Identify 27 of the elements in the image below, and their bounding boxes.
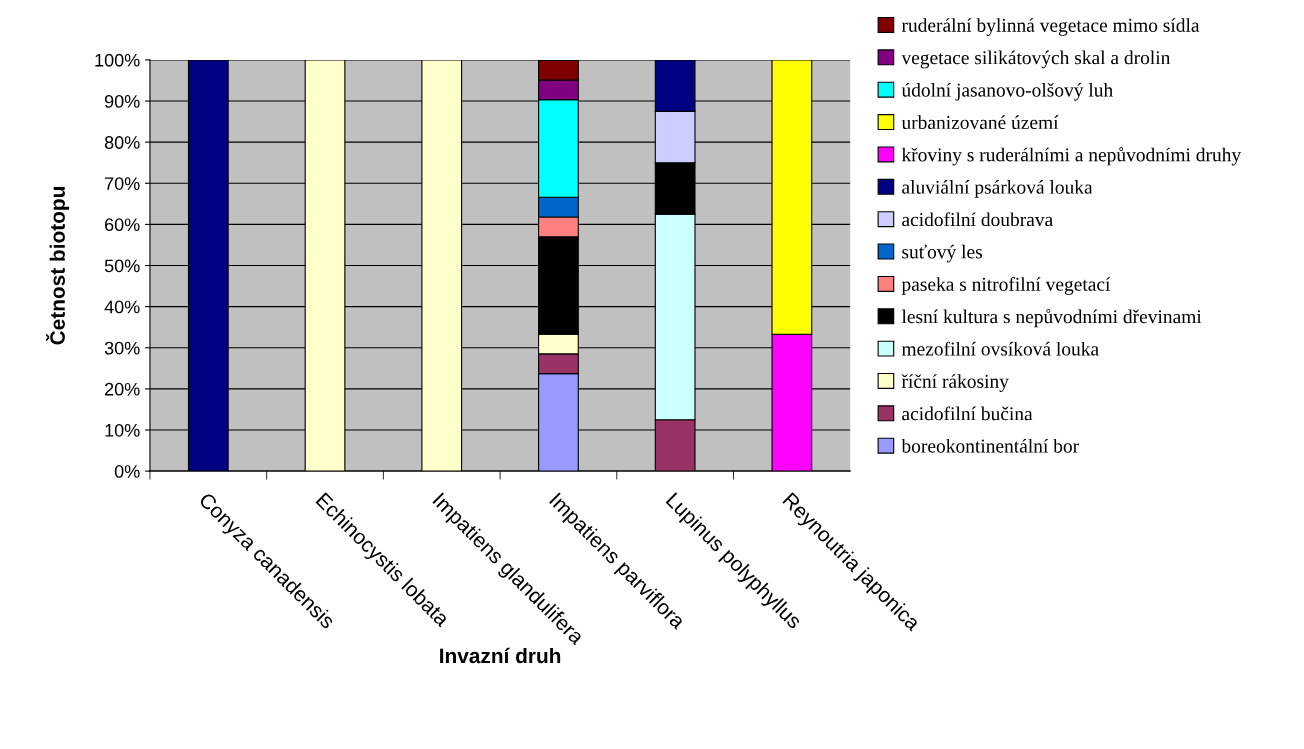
legend-label: mezofilní ovsíková louka	[901, 341, 1099, 356]
y-tick-label: 60%	[105, 218, 140, 232]
legend-label: křoviny s ruderálními a nepůvodními druhy	[901, 147, 1242, 166]
legend-label: boreokontinentální bor	[901, 438, 1079, 453]
y-tick-label: 20%	[105, 382, 140, 396]
y-tick-label: 0%	[114, 465, 140, 478]
legend-label: údolní jasanovo-olšový luh	[901, 82, 1113, 101]
legend-label: paseka s nitrofilní vegetací	[901, 276, 1111, 295]
legend-label: aluviální psárková louka	[902, 180, 1093, 198]
legend-label: říční rákosiny	[901, 374, 1009, 392]
y-tick-label: 50%	[104, 259, 140, 273]
y-tick-label: 80%	[104, 136, 140, 149]
legend-label: lesní kultura s nepůvodními dřevinami	[901, 308, 1202, 328]
y-tick-label: 100%	[95, 53, 140, 67]
y-axis-title: Četnost biotopu	[46, 187, 70, 345]
x-axis-title: Invazní druh	[440, 647, 561, 664]
y-tick-label: 40%	[104, 300, 140, 314]
legend-label: acidofilní bučina	[902, 406, 1033, 421]
legend-label: urbanizované území	[901, 115, 1059, 130]
legend-label: acidofilní doubrava	[902, 212, 1053, 227]
y-tick-label: 90%	[104, 94, 140, 108]
y-tick-label: 10%	[105, 423, 140, 437]
y-tick-label: 30%	[104, 341, 140, 355]
legend-label: ruderální bylinná vegetace mimo sídla	[901, 18, 1200, 36]
legend-label: suťový les	[902, 244, 982, 263]
y-tick-label: 70%	[105, 177, 140, 190]
legend-label: vegetace silikátových skal a drolin	[901, 50, 1171, 69]
